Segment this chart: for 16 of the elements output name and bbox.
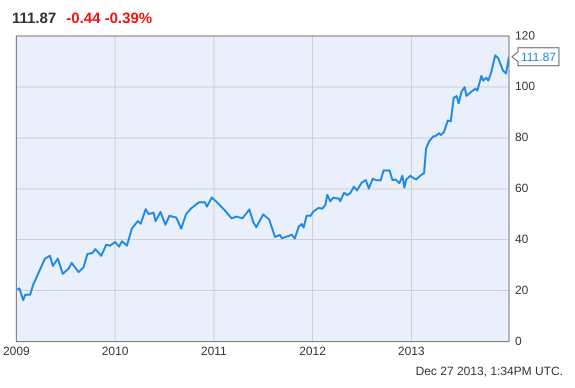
chart-title: 111.87 bbox=[12, 10, 56, 27]
text: Dec 27 2013, 1:34PM UTC. bbox=[416, 364, 563, 378]
annotation: 111.87 bbox=[521, 50, 556, 64]
x-tick-label: 2009 bbox=[2, 344, 30, 358]
x-tick-label: 2011 bbox=[200, 344, 228, 358]
x-tick-label: 2013 bbox=[398, 344, 425, 358]
y-tick-label: 40 bbox=[515, 232, 529, 246]
y-tick-label: 100 bbox=[515, 79, 536, 94]
y-tick-label: 80 bbox=[515, 130, 529, 144]
y-tick-label: 120 bbox=[515, 28, 536, 42]
y-tick-label: 0 bbox=[515, 334, 522, 348]
y-tick-label: 60 bbox=[515, 181, 529, 196]
x-tick-label: 2010 bbox=[102, 344, 129, 358]
y-tick-label: 20 bbox=[515, 282, 529, 297]
chart-subtitle: -0.44 -0.39% bbox=[66, 10, 152, 27]
x-tick-label: 2012 bbox=[299, 344, 326, 358]
